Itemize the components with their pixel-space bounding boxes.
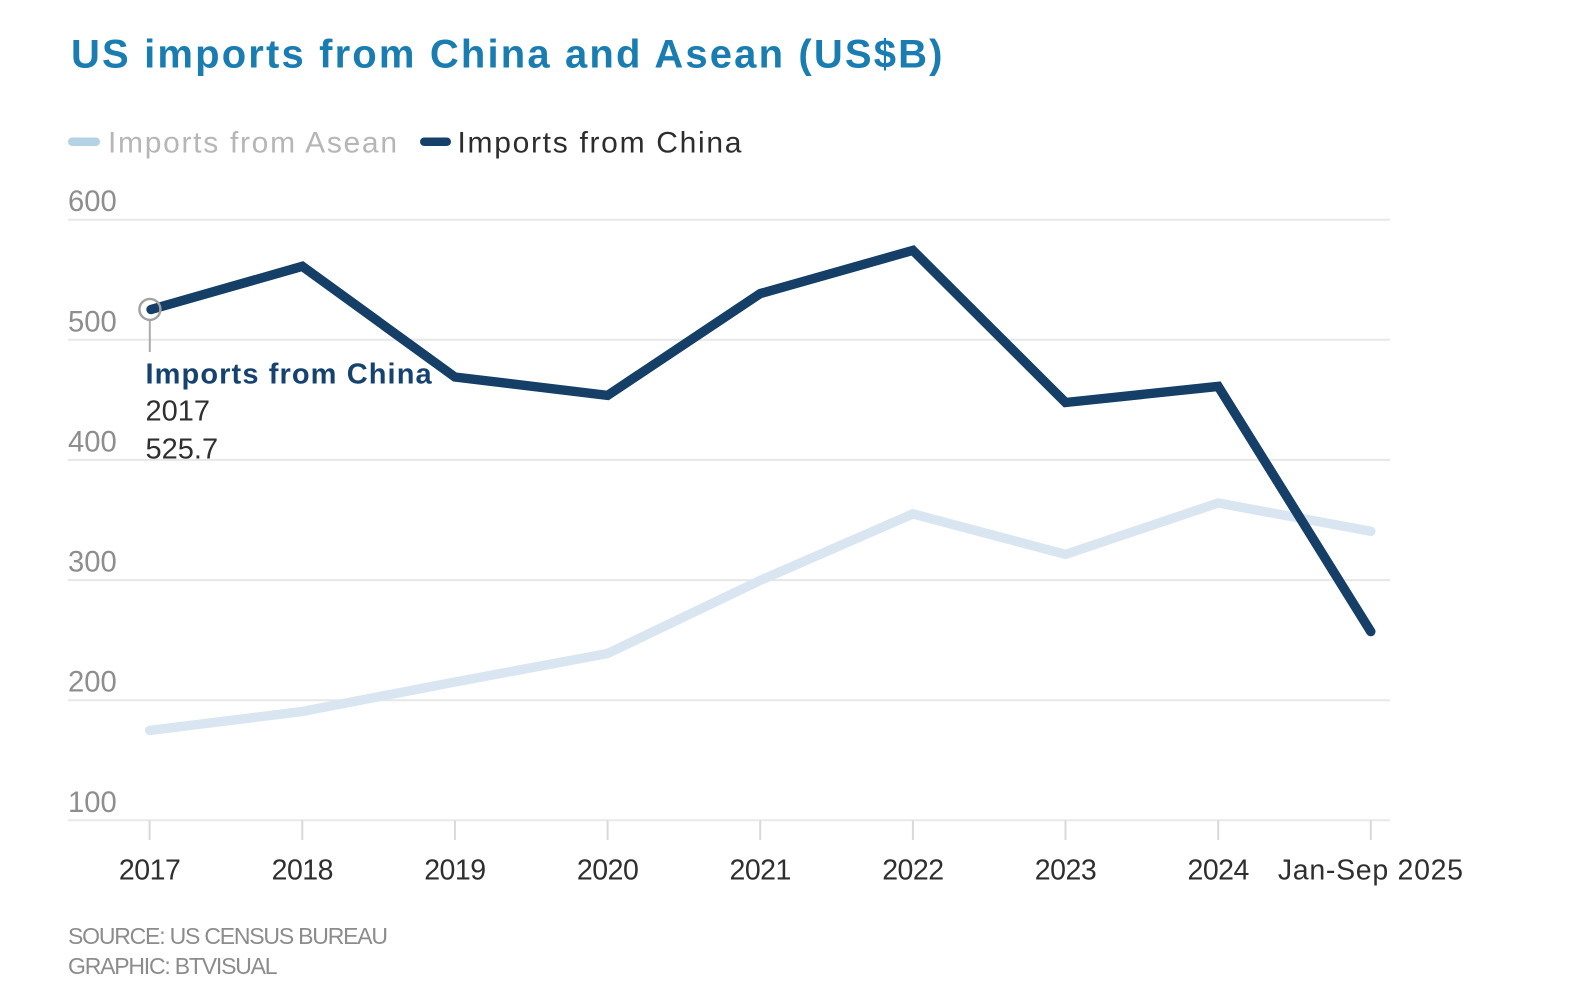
svg-text:GRAPHIC: BTVISUAL: GRAPHIC: BTVISUAL — [68, 953, 278, 979]
svg-text:500: 500 — [68, 306, 117, 338]
svg-text:2024: 2024 — [1187, 854, 1249, 886]
svg-text:Jan-Sep 2025: Jan-Sep 2025 — [1278, 854, 1464, 886]
svg-text:525.7: 525.7 — [146, 434, 219, 466]
svg-text:2023: 2023 — [1035, 854, 1096, 886]
svg-text:600: 600 — [68, 186, 117, 218]
svg-text:2019: 2019 — [424, 854, 485, 886]
svg-text:Imports from China: Imports from China — [458, 127, 744, 160]
svg-text:US imports from China and Asea: US imports from China and Asean (US$B) — [71, 33, 945, 77]
svg-text:200: 200 — [68, 667, 117, 699]
svg-text:2017: 2017 — [146, 395, 211, 427]
svg-text:100: 100 — [68, 787, 117, 819]
svg-text:2021: 2021 — [729, 854, 790, 886]
svg-text:Imports from Asean: Imports from Asean — [108, 127, 399, 160]
svg-text:2018: 2018 — [272, 854, 333, 886]
svg-text:2022: 2022 — [882, 854, 943, 886]
svg-text:400: 400 — [68, 426, 117, 458]
svg-text:SOURCE: US CENSUS BUREAU: SOURCE: US CENSUS BUREAU — [68, 923, 387, 949]
svg-text:2020: 2020 — [577, 854, 638, 886]
svg-text:300: 300 — [68, 547, 117, 579]
svg-text:2017: 2017 — [119, 854, 180, 886]
svg-text:Imports from China: Imports from China — [146, 358, 433, 390]
